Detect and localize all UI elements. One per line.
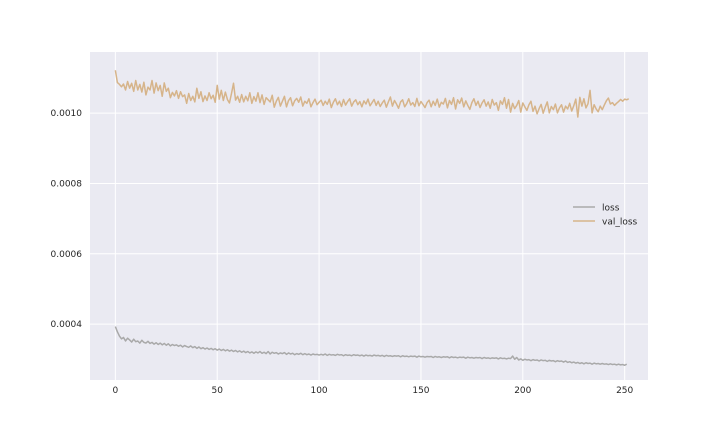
series-line-val-loss <box>114 70 630 118</box>
y-tick-label: 0.0004 <box>51 320 83 330</box>
series-layer <box>114 70 630 366</box>
x-tick-label: 100 <box>310 386 327 396</box>
x-tick-label: 200 <box>514 386 531 396</box>
x-tick-label: 0 <box>112 386 118 396</box>
legend-label-loss: loss <box>602 204 620 214</box>
ticks: 0 50 100 150 200 250 0.0004 0.0006 0.0008 0.0010 <box>51 109 634 396</box>
grid <box>90 52 648 380</box>
x-tick-label: 250 <box>616 386 633 396</box>
legend: loss val_loss <box>573 204 638 228</box>
series-line-loss <box>114 326 628 366</box>
x-tick-label: 50 <box>211 386 223 396</box>
y-tick-label: 0.0010 <box>51 109 83 119</box>
legend-label-val-loss: val_loss <box>602 218 638 228</box>
x-tick-label: 150 <box>412 386 429 396</box>
y-tick-label: 0.0008 <box>51 179 83 189</box>
y-tick-label: 0.0006 <box>51 250 83 260</box>
